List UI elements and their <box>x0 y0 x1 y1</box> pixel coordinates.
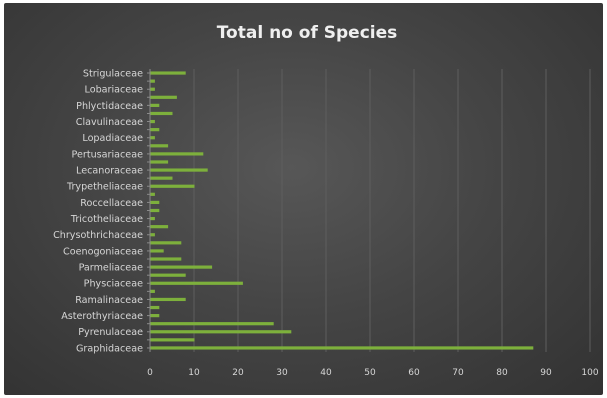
bar <box>150 346 534 350</box>
x-tick-label: 80 <box>496 368 508 378</box>
category-label: Graphidaceae <box>76 343 143 354</box>
x-tick-label: 10 <box>188 368 200 378</box>
x-tick-label: 60 <box>408 368 420 378</box>
bar <box>150 273 186 277</box>
category-label: Physciaceae <box>84 279 143 290</box>
category-label: Parmeliaceae <box>79 263 144 274</box>
x-tick-label: 20 <box>232 368 244 378</box>
x-tick-label: 40 <box>320 368 332 378</box>
x-tick-label: 90 <box>540 368 552 378</box>
category-label: Strigulaceae <box>83 68 143 79</box>
category-label: Trypetheliaceae <box>66 182 143 193</box>
category-label: Roccellaceae <box>80 198 143 209</box>
bar <box>150 249 164 253</box>
bar <box>150 79 155 83</box>
category-label: Coenogoniaceae <box>63 246 143 257</box>
bar <box>150 192 155 196</box>
bar <box>150 314 160 318</box>
category-label: Lobariaceae <box>85 85 144 96</box>
bar <box>150 128 160 132</box>
bar <box>150 265 213 269</box>
bar <box>150 71 186 75</box>
bar <box>150 289 155 293</box>
category-label: Lopadiaceae <box>82 133 143 144</box>
bar <box>150 216 155 221</box>
x-tick-label: 30 <box>276 368 288 378</box>
bar <box>150 208 160 213</box>
bar <box>150 103 160 107</box>
bar <box>150 144 169 148</box>
bar <box>150 322 274 326</box>
category-labels: Strigulaceae Lobariaceae Phlyctidaceae Clav… <box>53 68 143 354</box>
category-label: Chrysothrichaceae <box>53 230 143 241</box>
category-label: Phlyctidaceae <box>76 101 143 112</box>
bar <box>150 168 208 172</box>
bar <box>150 338 195 342</box>
bar <box>150 87 155 91</box>
bar <box>150 281 243 285</box>
chart-frame: Total no of Species Strigulaceae Lobariac… <box>4 3 603 395</box>
bar <box>150 305 160 310</box>
category-label: Pertusariaceae <box>72 149 144 160</box>
bar <box>150 176 173 180</box>
bar <box>150 241 182 245</box>
bar <box>150 330 292 334</box>
gridlines <box>193 69 591 352</box>
bar <box>150 152 204 156</box>
bar <box>150 184 195 188</box>
category-label: Lecanoraceae <box>76 165 143 176</box>
category-label: Asterothyriaceae <box>61 311 143 322</box>
bar <box>150 160 169 164</box>
category-axis <box>147 69 151 352</box>
x-axis-ticks: 0 10 20 30 40 50 60 70 80 90 100 <box>147 368 599 378</box>
x-tick-label: 0 <box>147 368 153 378</box>
category-label: Ramalinaceae <box>75 295 143 306</box>
chart-title: Total no of Species <box>217 23 398 43</box>
category-label: Clavulinaceae <box>76 117 143 128</box>
bar <box>150 233 155 237</box>
category-label: Pyrenulaceae <box>78 327 143 338</box>
category-label: Tricotheliaceae <box>70 214 143 225</box>
bar <box>150 297 186 302</box>
bar <box>150 95 177 99</box>
x-tick-label: 100 <box>581 368 598 378</box>
bar <box>150 136 155 140</box>
x-tick-label: 70 <box>452 368 464 378</box>
bar <box>150 225 169 229</box>
bar <box>150 200 160 205</box>
bar-chart: Total no of Species Strigulaceae Lobariac… <box>53 23 599 378</box>
bar <box>150 119 155 124</box>
bar <box>150 111 173 116</box>
bar <box>150 257 182 261</box>
bars <box>150 71 534 350</box>
x-tick-label: 50 <box>364 368 376 378</box>
